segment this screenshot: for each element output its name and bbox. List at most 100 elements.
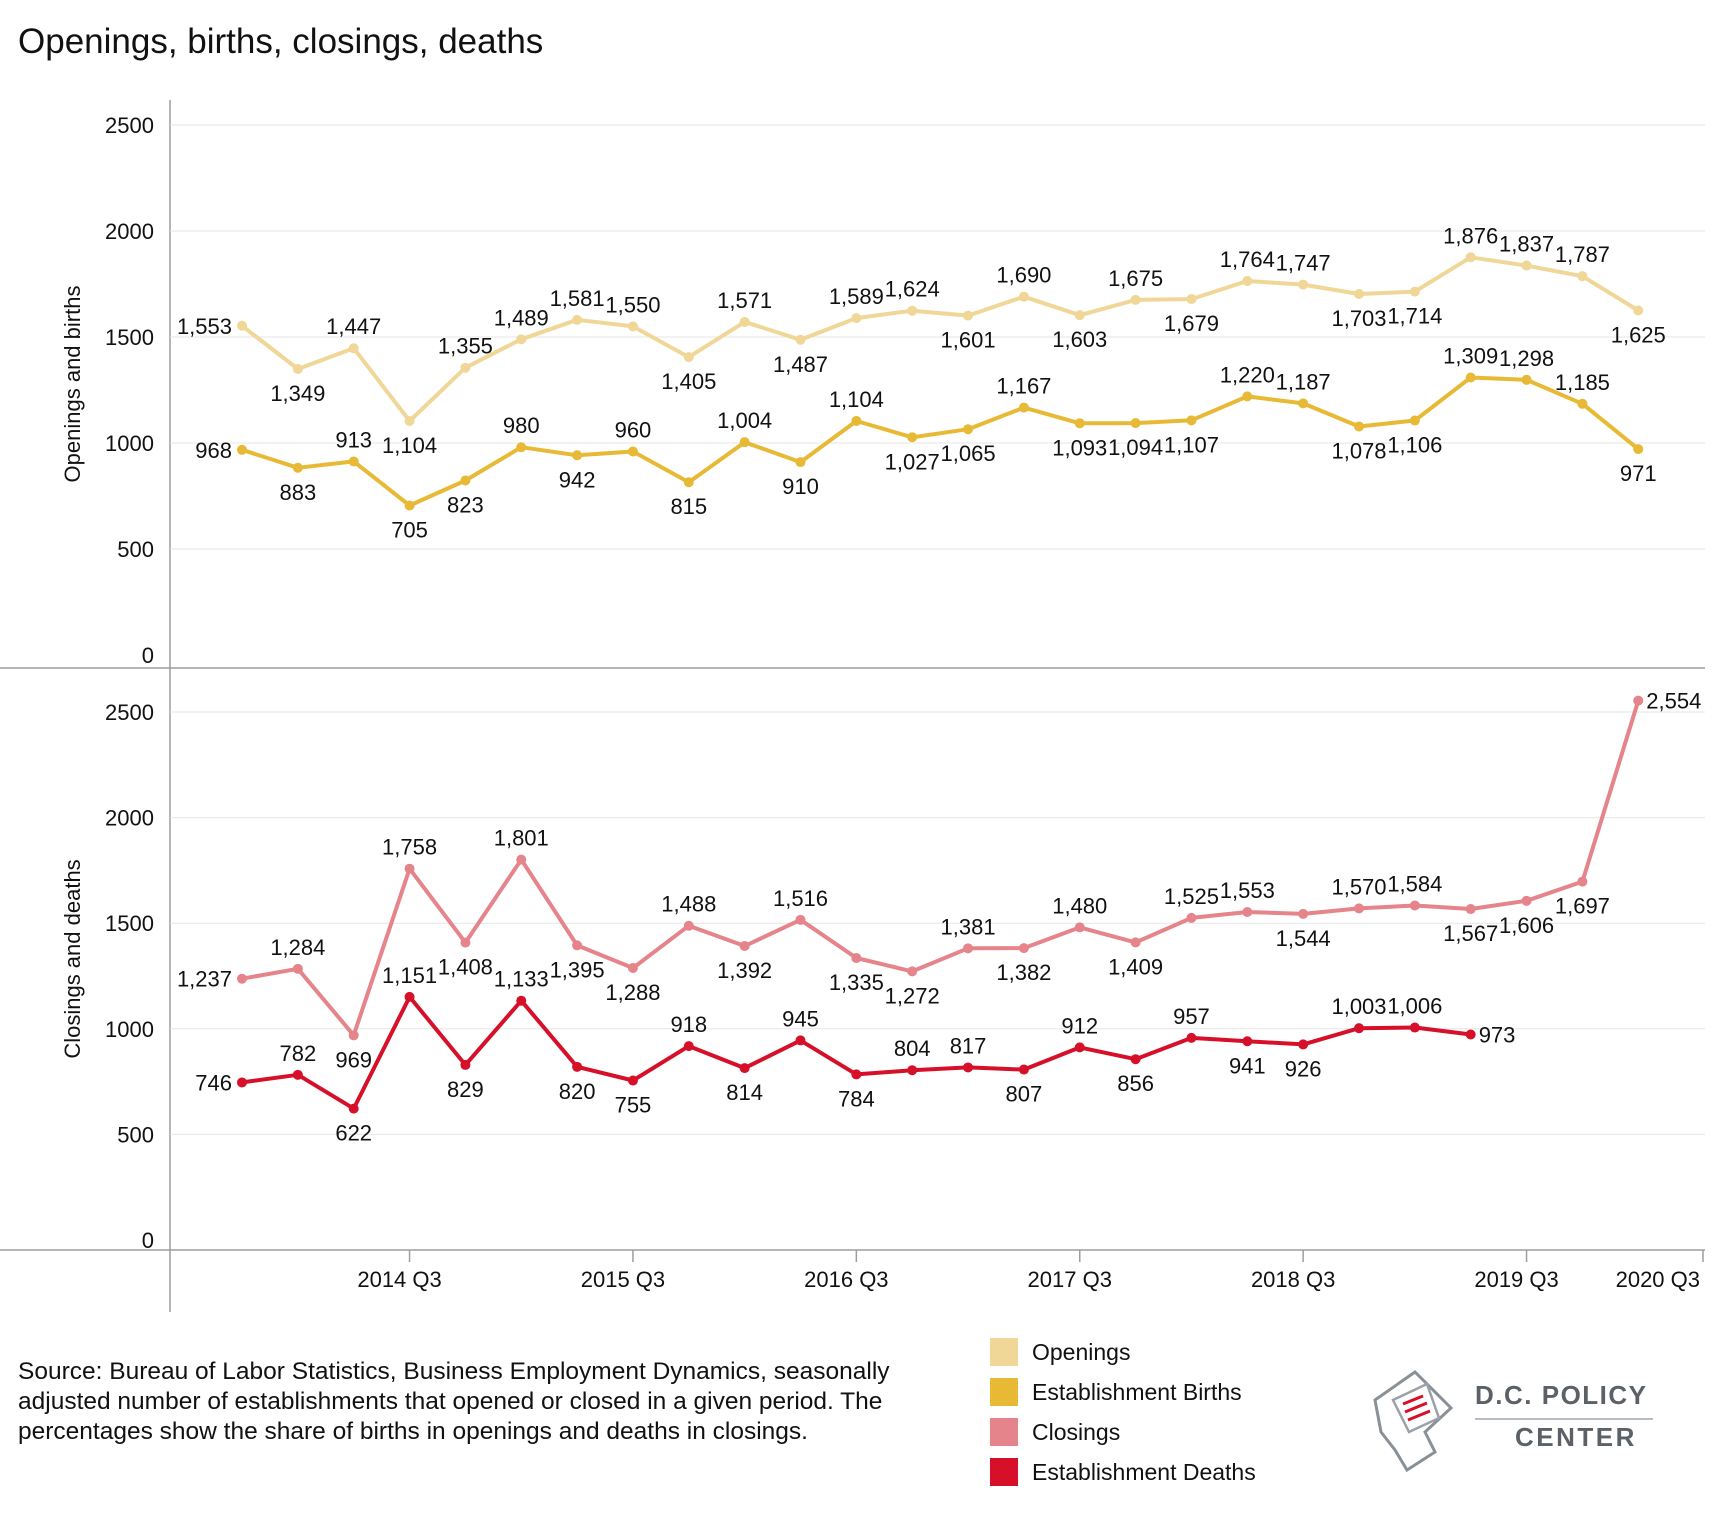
legend-item-openings[interactable]: Openings bbox=[990, 1332, 1256, 1372]
data-point bbox=[907, 966, 918, 977]
data-point bbox=[1298, 398, 1309, 409]
data-point bbox=[1018, 943, 1029, 954]
data-label: 1,758 bbox=[382, 835, 437, 860]
data-label: 1,151 bbox=[382, 963, 437, 988]
data-point bbox=[1354, 1023, 1364, 1034]
legend-label-openings: Openings bbox=[1032, 1338, 1131, 1365]
y-tick-label: 1500 bbox=[105, 911, 154, 936]
data-label: 1,392 bbox=[717, 958, 772, 983]
data-point bbox=[1298, 908, 1309, 919]
data-point bbox=[795, 334, 806, 345]
data-point bbox=[851, 1069, 862, 1080]
data-label: 1,272 bbox=[885, 983, 940, 1008]
legend-label-closings: Closings bbox=[1032, 1418, 1121, 1445]
data-label: 820 bbox=[559, 1079, 596, 1104]
data-label: 1,589 bbox=[829, 284, 884, 309]
data-point bbox=[739, 1063, 750, 1074]
data-label: 1,581 bbox=[550, 286, 605, 311]
y-tick-label: 2000 bbox=[105, 219, 154, 244]
data-label: 1,747 bbox=[1276, 251, 1331, 276]
data-point bbox=[1074, 310, 1085, 321]
y-tick-label: 1500 bbox=[105, 325, 154, 350]
data-point bbox=[1354, 903, 1364, 914]
data-label: 1,603 bbox=[1052, 327, 1107, 352]
data-point bbox=[1298, 279, 1309, 290]
data-label: 1,027 bbox=[885, 449, 940, 474]
data-point bbox=[1298, 1039, 1309, 1050]
data-point bbox=[1633, 444, 1644, 455]
data-label: 1,078 bbox=[1331, 438, 1386, 463]
series-line-openings bbox=[240, 255, 1640, 423]
data-point bbox=[1242, 391, 1253, 402]
data-point bbox=[1354, 288, 1364, 299]
data-point bbox=[1409, 286, 1420, 297]
data-label: 1,606 bbox=[1499, 913, 1554, 938]
legend-label-births: Establishment Births bbox=[1032, 1378, 1242, 1405]
data-point bbox=[1018, 1064, 1029, 1075]
data-point bbox=[683, 477, 694, 488]
data-label: 1,714 bbox=[1387, 304, 1442, 329]
data-label: 1,787 bbox=[1555, 242, 1610, 267]
data-label: 815 bbox=[670, 494, 707, 519]
data-label: 1,625 bbox=[1611, 323, 1666, 348]
data-point bbox=[1354, 421, 1364, 432]
data-label: 1,104 bbox=[829, 387, 884, 412]
data-point bbox=[348, 1103, 359, 1114]
data-label: 926 bbox=[1285, 1056, 1322, 1081]
data-label: 1,309 bbox=[1443, 343, 1498, 368]
data-point bbox=[627, 962, 638, 973]
y-tick-label: 500 bbox=[117, 1122, 154, 1147]
data-point bbox=[516, 334, 527, 345]
data-point bbox=[683, 352, 694, 363]
data-label: 1,675 bbox=[1108, 266, 1163, 291]
data-label: 1,584 bbox=[1387, 871, 1442, 896]
series-line-closings bbox=[241, 700, 1641, 1038]
data-label: 1,167 bbox=[996, 374, 1051, 399]
data-label: 829 bbox=[447, 1077, 484, 1102]
data-label: 1,876 bbox=[1443, 223, 1498, 248]
data-label: 957 bbox=[1173, 1004, 1210, 1029]
legend-item-deaths[interactable]: Establishment Deaths bbox=[990, 1452, 1256, 1492]
data-point bbox=[627, 321, 638, 332]
logo-text-line1: D.C. POLICY bbox=[1475, 1380, 1648, 1410]
data-point bbox=[237, 1077, 247, 1088]
data-point bbox=[907, 1065, 918, 1076]
y-tick-label: 2500 bbox=[105, 700, 154, 725]
data-label: 960 bbox=[615, 417, 652, 442]
data-label: 1,801 bbox=[494, 826, 549, 851]
data-label: 1,624 bbox=[885, 277, 940, 302]
data-label: 980 bbox=[503, 413, 540, 438]
data-point bbox=[1409, 415, 1420, 426]
data-point bbox=[1074, 1042, 1085, 1053]
data-point bbox=[851, 313, 862, 324]
data-point bbox=[963, 424, 974, 435]
data-label: 945 bbox=[782, 1006, 819, 1031]
data-label: 1,355 bbox=[438, 334, 493, 359]
legend-item-closings[interactable]: Closings bbox=[990, 1412, 1256, 1452]
legend-item-births[interactable]: Establishment Births bbox=[990, 1372, 1256, 1412]
data-label: 1,837 bbox=[1499, 232, 1554, 257]
data-label: 918 bbox=[670, 1012, 707, 1037]
data-point bbox=[460, 362, 471, 373]
data-label: 755 bbox=[615, 1093, 652, 1118]
data-label: 1,395 bbox=[550, 957, 605, 982]
data-label: 1,550 bbox=[605, 292, 660, 317]
data-label: 969 bbox=[335, 1047, 372, 1072]
x-tick-label: 2017 Q3 bbox=[1028, 1267, 1112, 1292]
data-label: 910 bbox=[782, 474, 819, 499]
data-label: 1,487 bbox=[773, 352, 828, 377]
data-point bbox=[404, 500, 415, 511]
data-label: 1,480 bbox=[1052, 893, 1107, 918]
data-label: 1,185 bbox=[1555, 370, 1610, 395]
data-label: 1,405 bbox=[661, 369, 716, 394]
data-label: 1,298 bbox=[1499, 346, 1554, 371]
data-label: 1,065 bbox=[941, 441, 996, 466]
data-label: 968 bbox=[195, 438, 232, 463]
legend-swatch-deaths bbox=[990, 1458, 1018, 1486]
data-point bbox=[572, 314, 583, 325]
data-label: 2,554 bbox=[1646, 689, 1701, 714]
data-point bbox=[1409, 1022, 1420, 1033]
data-point bbox=[683, 920, 694, 931]
data-label: 1,107 bbox=[1164, 432, 1219, 457]
data-point bbox=[1018, 402, 1029, 413]
